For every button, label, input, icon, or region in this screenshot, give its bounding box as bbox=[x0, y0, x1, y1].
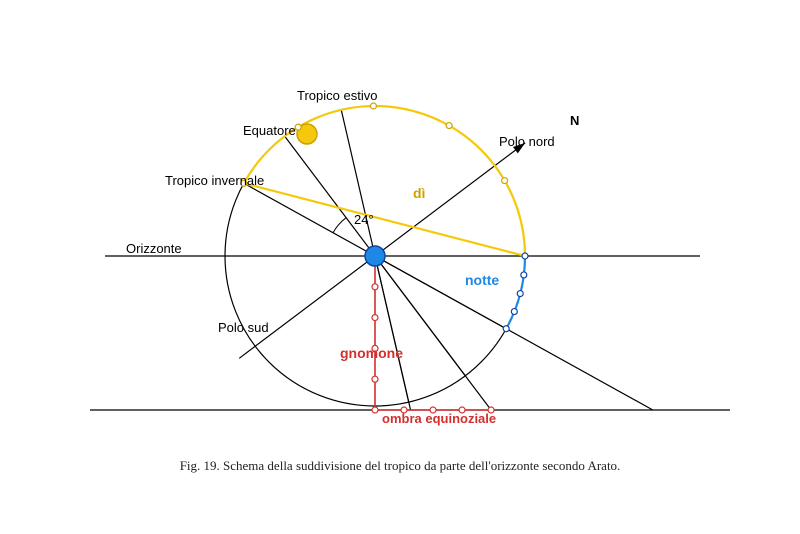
svg-text:Orizzonte: Orizzonte bbox=[126, 241, 182, 256]
svg-text:ombra equinoziale: ombra equinoziale bbox=[382, 411, 496, 426]
svg-text:Tropico estivo: Tropico estivo bbox=[297, 88, 377, 103]
figure-caption: Fig. 19. Schema della suddivisione del t… bbox=[0, 458, 800, 474]
svg-text:24°: 24° bbox=[354, 212, 374, 227]
svg-text:gnomone: gnomone bbox=[340, 345, 403, 361]
svg-text:Tropico invernale: Tropico invernale bbox=[165, 173, 264, 188]
earth-icon bbox=[365, 246, 385, 266]
svg-text:notte: notte bbox=[465, 272, 499, 288]
svg-text:Polo nord: Polo nord bbox=[499, 134, 555, 149]
svg-text:dì: dì bbox=[413, 185, 426, 201]
tropic-diagram: Tropico estivo Equatore Polo nord N Tropico … bbox=[0, 0, 800, 534]
svg-text:N: N bbox=[570, 113, 579, 128]
svg-text:Polo sud: Polo sud bbox=[218, 320, 269, 335]
svg-text:Equatore: Equatore bbox=[243, 123, 296, 138]
